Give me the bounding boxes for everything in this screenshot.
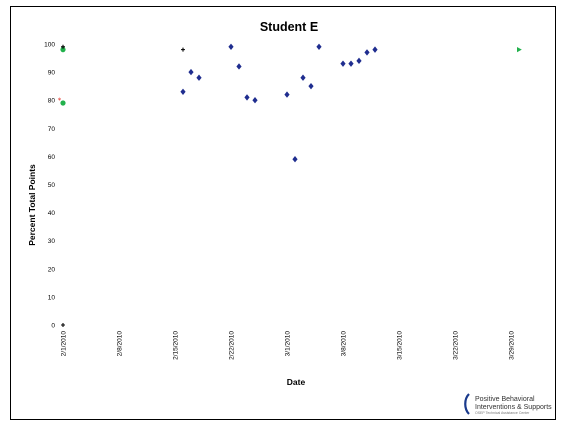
x-tick-label: 3/15/2010: [397, 331, 404, 360]
y-tick-label: 60: [48, 154, 56, 161]
x-axis-label: Date: [287, 377, 306, 387]
data-point-diamond: [316, 43, 322, 51]
y-tick-label: 30: [48, 238, 56, 245]
y-tick-label: 100: [44, 42, 55, 49]
data-point-diamond: [180, 88, 186, 95]
chart-title: Student E: [260, 20, 318, 34]
x-tick-label: 2/15/2010: [173, 331, 180, 360]
data-point-diamond: [372, 46, 378, 53]
data-point-plus: [61, 44, 65, 49]
x-tick-labels: 2/1/2010 2/8/2010 2/15/2010 2/22/2010 3/1/20…: [61, 331, 516, 360]
data-point-diamond: [196, 74, 202, 81]
data-points: *: [58, 43, 522, 327]
data-point-diamond: [300, 74, 306, 81]
x-tick-label: 3/1/2010: [285, 331, 292, 357]
y-tick-labels: 0 10 20 30 40 50 60 70 80 90 100: [44, 42, 55, 330]
data-point-diamond: [284, 91, 290, 98]
y-tick-label: 90: [48, 70, 56, 77]
x-tick-label: 3/8/2010: [341, 331, 348, 357]
data-point-plus: [61, 323, 65, 327]
data-point-triangle: [517, 47, 522, 53]
x-tick-label: 2/8/2010: [117, 331, 124, 357]
data-point-diamond: [236, 63, 242, 70]
data-point-circle: [60, 100, 66, 106]
y-tick-label: 70: [48, 126, 56, 133]
data-point-diamond: [292, 156, 298, 163]
logo-line-2: Interventions & Supports: [475, 404, 552, 411]
data-point-diamond: [228, 43, 234, 51]
x-tick-label: 3/29/2010: [509, 331, 516, 360]
logo-line-1: Positive Behavioral: [475, 396, 535, 403]
y-tick-label: 10: [48, 294, 56, 301]
logo-line-3: OSEP Technical Assistance Center: [475, 411, 530, 415]
data-point-diamond: [252, 97, 258, 104]
data-point-plus: [181, 47, 185, 52]
data-point-diamond: [356, 57, 362, 65]
y-axis-label: Percent Total Points: [27, 164, 37, 246]
y-tick-label: 80: [48, 98, 56, 105]
y-tick-label: 50: [48, 182, 56, 189]
y-tick-label: 40: [48, 210, 56, 217]
data-point-diamond: [340, 60, 346, 67]
data-point-diamond: [364, 49, 370, 56]
x-tick-label: 2/1/2010: [61, 331, 68, 357]
data-point-diamond: [348, 60, 354, 67]
x-tick-label: 2/22/2010: [229, 331, 236, 360]
data-point-star: *: [58, 97, 62, 105]
x-tick-label: 3/22/2010: [453, 331, 460, 360]
data-point-diamond: [188, 68, 194, 76]
pbis-logo: Positive Behavioral Interventions & Supp…: [464, 393, 552, 415]
data-point-diamond: [244, 94, 250, 101]
y-tick-label: 0: [51, 323, 55, 330]
data-point-circle: [60, 47, 66, 53]
data-point-diamond: [308, 82, 314, 90]
y-tick-label: 20: [48, 266, 56, 273]
chart-frame: Student E Percent Total Points Date 0 10 2…: [10, 6, 556, 420]
scatter-chart: Student E Percent Total Points Date 0 10 2…: [27, 20, 522, 387]
logo-swoosh-icon: [464, 393, 470, 415]
